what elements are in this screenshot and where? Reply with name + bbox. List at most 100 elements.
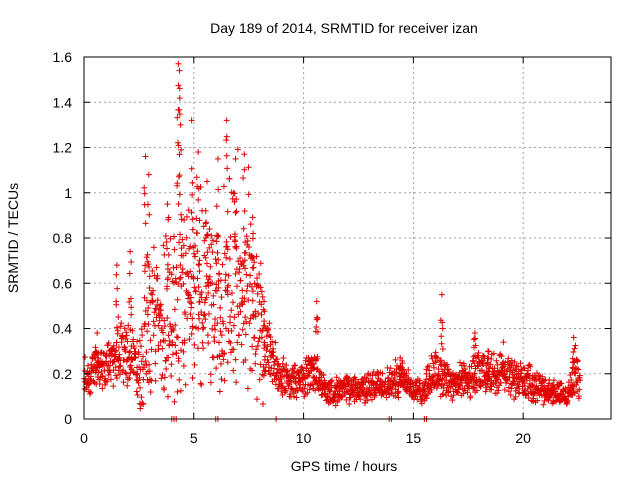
data-point	[245, 297, 252, 304]
data-point	[128, 311, 135, 318]
data-point	[530, 395, 537, 402]
data-point	[213, 281, 220, 288]
data-point	[534, 397, 541, 404]
data-point	[137, 343, 144, 350]
data-point	[165, 332, 172, 339]
x-tick-label: 20	[515, 430, 531, 446]
data-point	[129, 327, 136, 334]
data-point	[216, 271, 223, 278]
data-point	[179, 269, 186, 276]
data-point	[176, 275, 183, 282]
data-point	[243, 233, 250, 240]
data-points	[81, 60, 584, 422]
data-point	[304, 389, 311, 396]
data-point	[158, 375, 165, 382]
data-point	[217, 314, 224, 321]
data-point	[126, 349, 133, 356]
data-point	[470, 385, 477, 392]
data-point	[423, 370, 430, 377]
data-point	[312, 387, 319, 394]
data-point	[223, 254, 230, 261]
data-point	[223, 137, 230, 144]
data-point	[165, 251, 172, 258]
data-point	[511, 358, 518, 365]
data-point	[117, 362, 124, 369]
data-point	[175, 357, 182, 364]
data-point	[87, 373, 94, 380]
data-point	[110, 342, 117, 349]
data-point	[231, 190, 238, 197]
data-point	[421, 388, 428, 395]
data-point	[145, 321, 152, 328]
data-point	[143, 349, 150, 356]
data-point	[435, 366, 442, 373]
data-point	[168, 271, 175, 278]
data-point	[242, 314, 249, 321]
data-point	[131, 345, 138, 352]
data-point	[125, 322, 132, 329]
data-point	[188, 300, 195, 307]
data-point	[146, 368, 153, 375]
data-point	[421, 382, 428, 389]
data-point	[251, 280, 258, 287]
data-point	[153, 264, 160, 271]
data-point	[504, 377, 511, 384]
data-point	[383, 394, 390, 401]
data-point	[134, 392, 141, 399]
data-point	[134, 370, 141, 377]
data-point	[124, 382, 131, 389]
data-point	[499, 370, 506, 377]
data-point	[171, 306, 178, 313]
data-point	[216, 353, 223, 360]
data-point	[392, 356, 399, 363]
y-tick-label: 1	[64, 185, 72, 201]
data-point	[247, 272, 254, 279]
data-point	[357, 396, 364, 403]
data-point	[174, 139, 181, 146]
data-point	[127, 295, 134, 302]
data-point	[203, 232, 210, 239]
data-point	[569, 385, 576, 392]
data-point	[242, 331, 249, 338]
data-point	[252, 351, 259, 358]
data-point	[219, 261, 226, 268]
data-point	[515, 381, 522, 388]
data-point	[176, 173, 183, 180]
data-point	[120, 379, 127, 386]
data-point	[517, 360, 524, 367]
data-point	[195, 196, 202, 203]
data-point	[117, 323, 124, 330]
data-point	[303, 373, 310, 380]
data-point	[397, 371, 404, 378]
data-point	[102, 381, 109, 388]
data-point	[118, 320, 125, 327]
data-point	[209, 279, 216, 286]
data-point	[164, 274, 171, 281]
data-point	[149, 297, 156, 304]
data-point	[173, 264, 180, 271]
data-point	[189, 226, 196, 233]
y-tick-label: 0.8	[53, 230, 73, 246]
data-point	[444, 361, 451, 368]
data-point	[203, 273, 210, 280]
data-point	[152, 305, 159, 312]
data-point	[328, 384, 335, 391]
data-point	[278, 372, 285, 379]
data-point	[298, 386, 305, 393]
data-point	[208, 241, 215, 248]
data-point	[225, 272, 232, 279]
data-point	[288, 385, 295, 392]
data-point	[162, 357, 169, 364]
data-point	[146, 285, 153, 292]
data-point	[328, 377, 335, 384]
data-point	[215, 186, 222, 193]
data-point	[176, 239, 183, 246]
data-point	[126, 270, 133, 277]
data-point	[110, 383, 117, 390]
data-point	[151, 309, 158, 316]
data-point	[460, 390, 467, 397]
data-point	[196, 315, 203, 322]
data-point	[257, 284, 264, 291]
data-point	[428, 386, 435, 393]
